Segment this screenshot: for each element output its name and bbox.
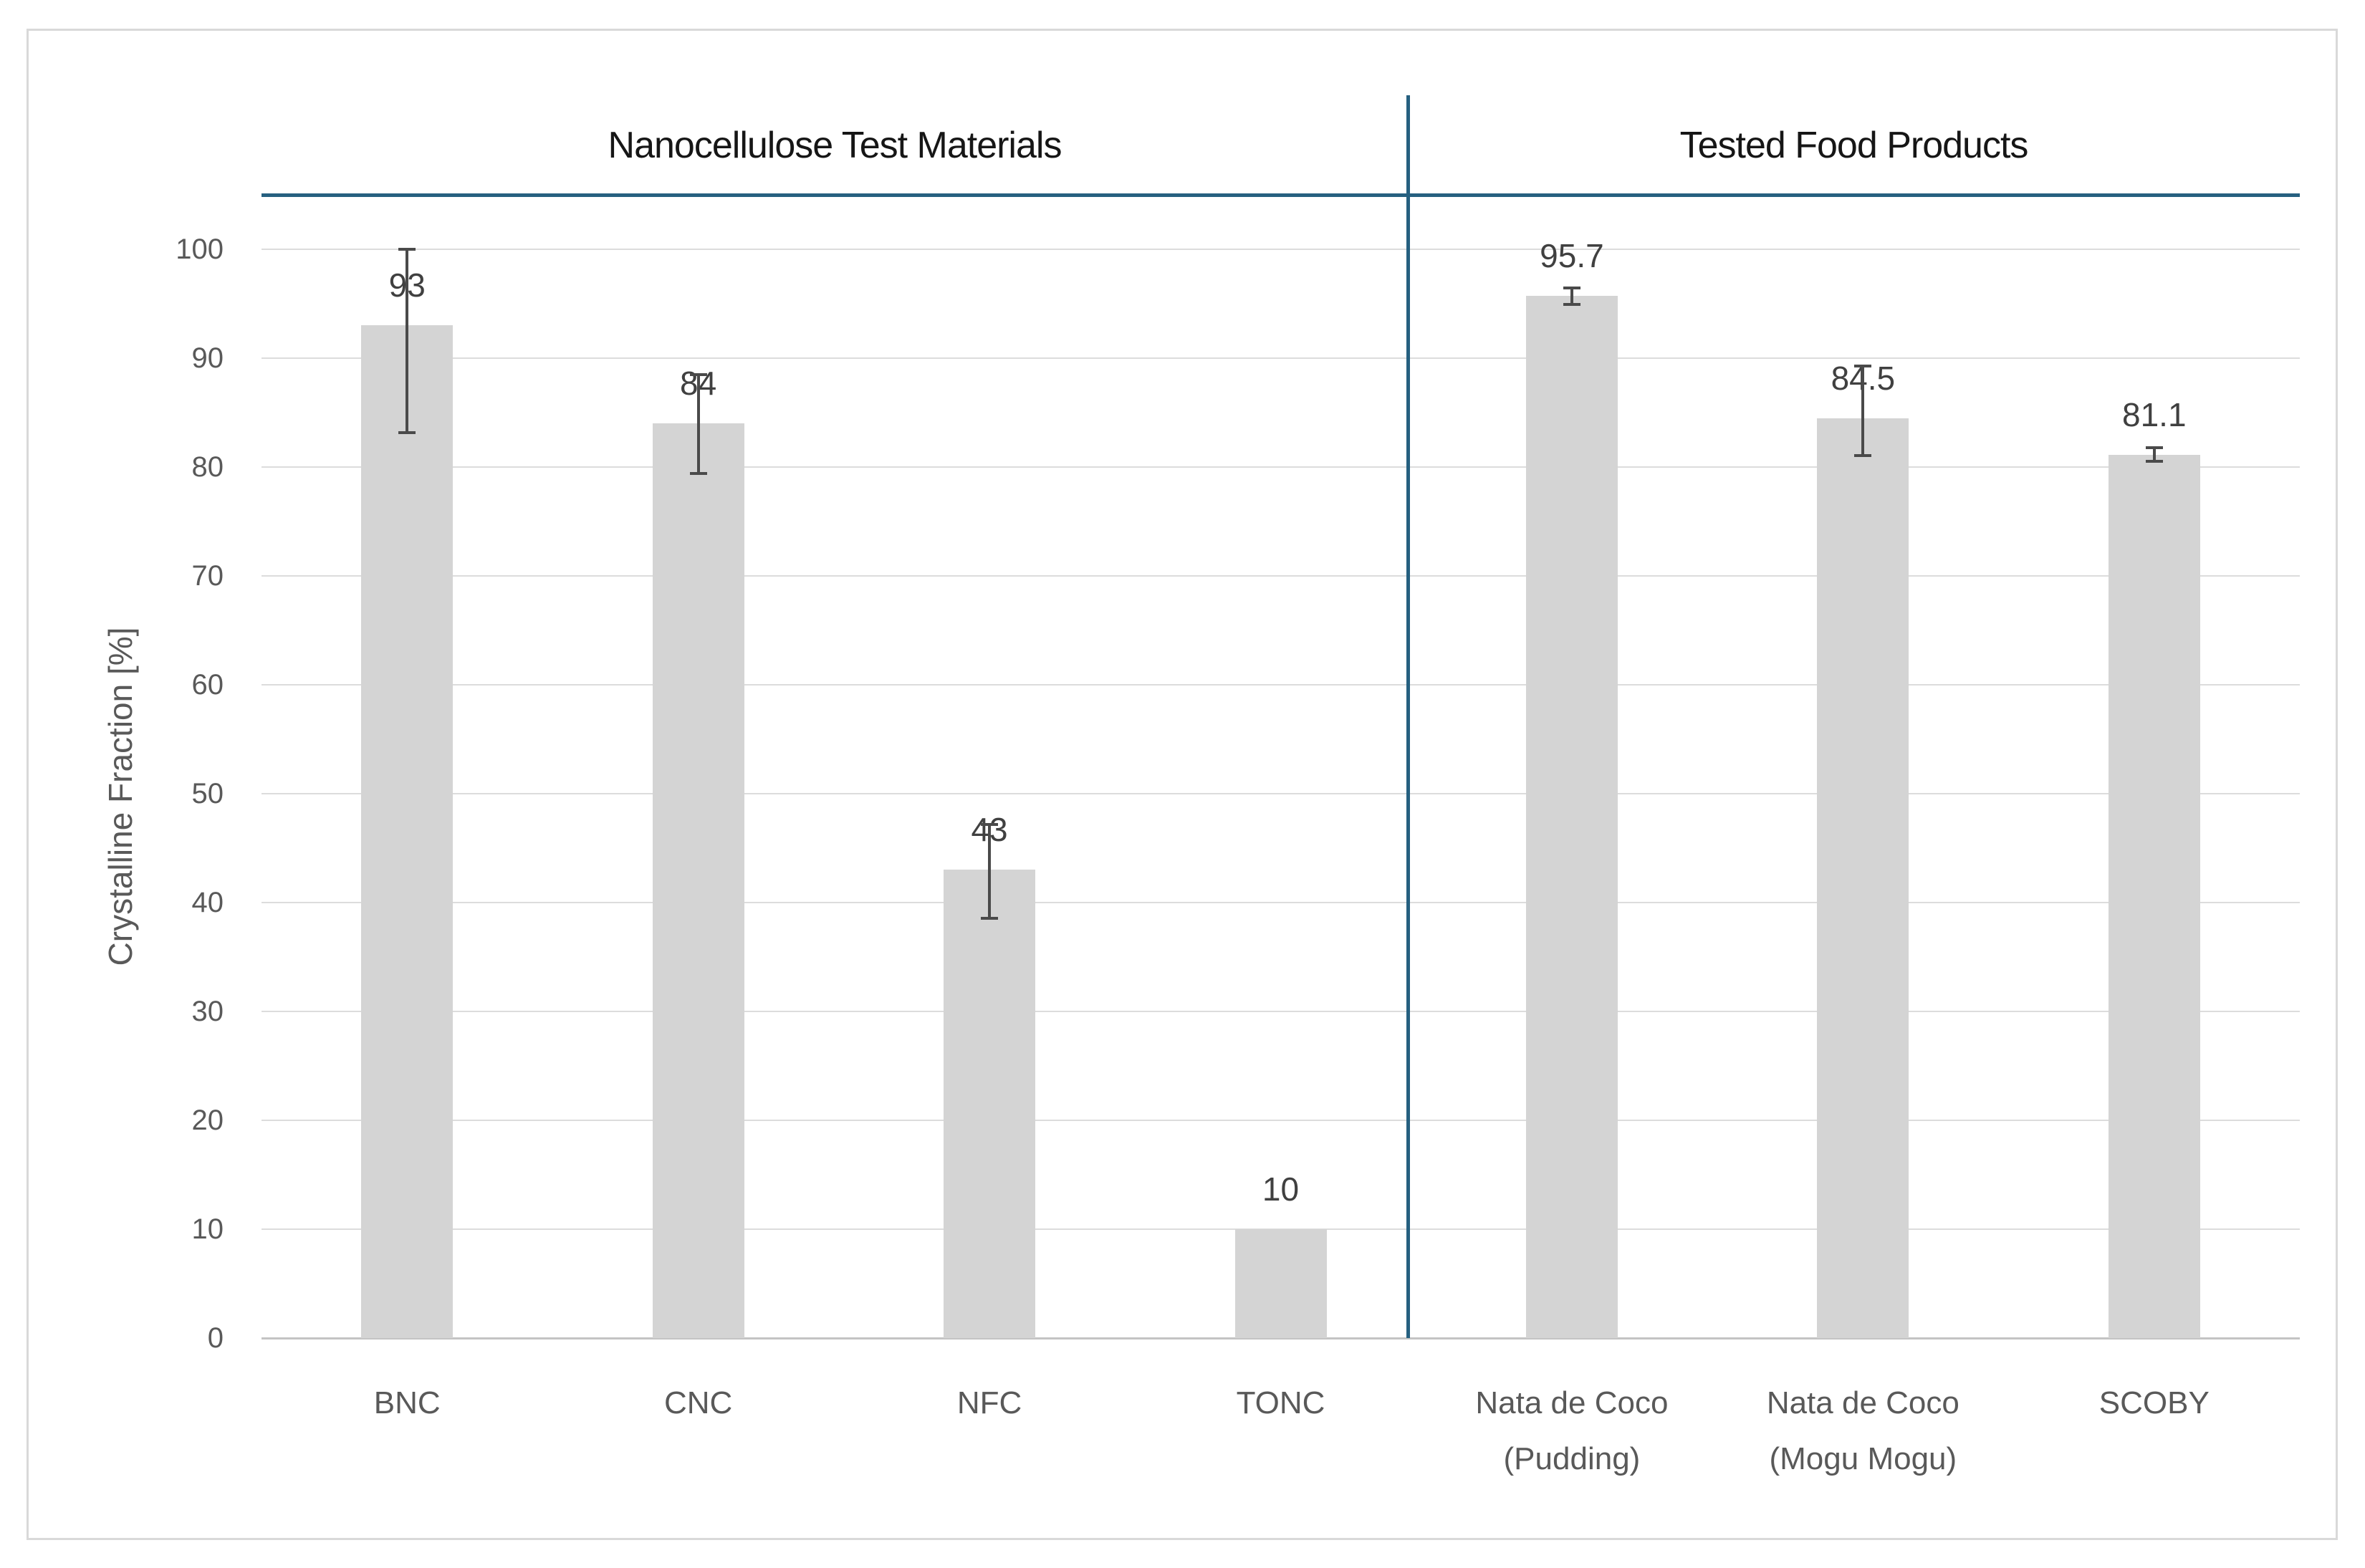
bar (361, 325, 454, 1338)
y-tick-label: 10 (191, 1213, 224, 1245)
error-bar (1861, 365, 1865, 458)
y-tick-label: 80 (191, 451, 224, 483)
error-bar (406, 248, 409, 435)
bar (1525, 296, 1618, 1338)
x-axis-line (262, 1337, 2300, 1339)
error-bar-cap-bottom (689, 471, 707, 475)
value-label: 81.1 (2122, 396, 2187, 434)
y-tick-label: 20 (191, 1105, 224, 1136)
y-tick-label: 90 (191, 342, 224, 374)
error-bar-cap-bottom (1854, 454, 1872, 458)
y-tick-label: 100 (176, 234, 224, 265)
error-bar-cap-bottom (981, 917, 999, 920)
error-bar-cap-bottom (398, 431, 416, 435)
bar (944, 870, 1036, 1338)
error-bar-cap-bottom (1563, 303, 1580, 307)
error-bar (1570, 286, 1573, 307)
y-tick-label: 0 (207, 1322, 224, 1354)
y-tick-label: 60 (191, 669, 224, 701)
gridline (262, 466, 2300, 468)
y-tick-label: 30 (191, 996, 224, 1027)
gridline (262, 1011, 2300, 1012)
error-bar-cap-top (981, 823, 999, 827)
error-bar (696, 373, 700, 475)
gridline (262, 1120, 2300, 1121)
gridline (262, 902, 2300, 903)
gridline (262, 684, 2300, 686)
y-tick-label: 70 (191, 560, 224, 592)
bar (2108, 455, 2200, 1338)
gridline (262, 575, 2300, 577)
bar (1817, 418, 1909, 1338)
bar (1234, 1229, 1327, 1338)
group-header-underline (262, 193, 2300, 197)
error-bar-cap-top (2145, 446, 2163, 450)
category-label: TONC (1236, 1385, 1325, 1420)
category-label: Nata de Coco (Mogu Mogu) (1766, 1385, 1959, 1476)
category-label: SCOBY (2098, 1385, 2210, 1420)
group-header-nanocellulose: Nanocellulose Test Materials (608, 125, 1062, 166)
category-label: Nata de Coco (Pudding) (1475, 1385, 1669, 1476)
group-divider-vertical-line (1406, 95, 1410, 1338)
error-bar (988, 823, 992, 920)
group-header-food-products: Tested Food Products (1679, 125, 2029, 166)
error-bar-cap-top (1854, 365, 1872, 368)
bar (652, 423, 744, 1338)
error-bar-cap-top (398, 248, 416, 251)
error-bar (2152, 446, 2156, 463)
gridline (262, 357, 2300, 359)
error-bar-cap-top (689, 373, 707, 377)
category-label: BNC (373, 1385, 441, 1420)
category-label: NFC (956, 1385, 1022, 1420)
gridline (262, 793, 2300, 794)
y-tick-label: 50 (191, 778, 224, 809)
error-bar-cap-bottom (2145, 459, 2163, 463)
y-axis-label: Crystalline Fraction [%] (102, 627, 139, 966)
category-label: CNC (663, 1385, 733, 1420)
value-label: 10 (1262, 1170, 1300, 1208)
error-bar-cap-top (1563, 286, 1580, 289)
value-label: 95.7 (1540, 237, 1604, 275)
y-tick-label: 40 (191, 887, 224, 918)
gridline (262, 249, 2300, 250)
